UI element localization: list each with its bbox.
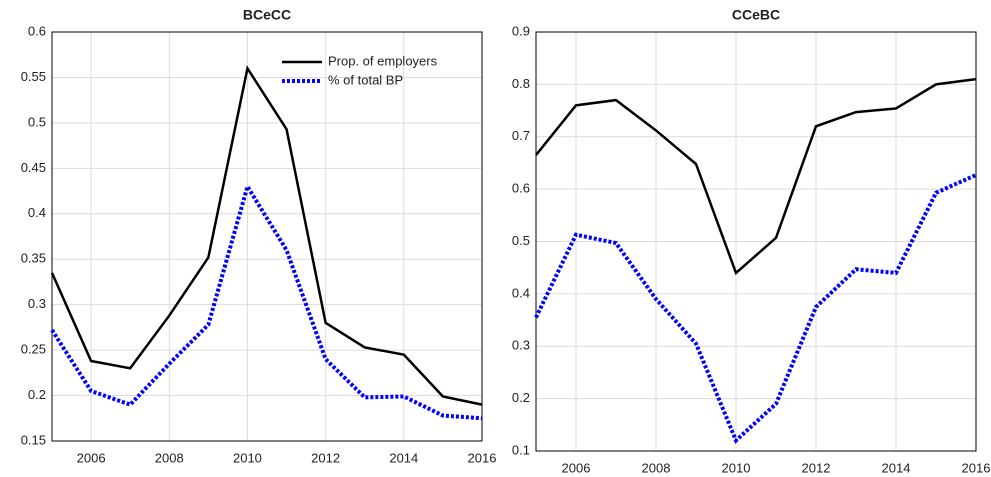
plot-frame <box>535 31 977 452</box>
y-tick-label: 0.3 <box>28 296 46 311</box>
y-tick-label: 0.2 <box>28 387 46 402</box>
x-tick-label: 2016 <box>468 450 497 465</box>
x-tick-label: 2008 <box>642 460 671 475</box>
x-tick-label: 2006 <box>77 450 106 465</box>
y-tick-label: 0.55 <box>21 69 46 84</box>
x-tick-label: 2016 <box>962 460 991 475</box>
x-tick-label: 2010 <box>233 450 262 465</box>
series-line <box>50 181 483 421</box>
y-tick-label: 0.4 <box>28 205 46 220</box>
x-tick-label: 2012 <box>802 460 831 475</box>
chart-title: CCeBC <box>732 7 780 23</box>
x-tick-label: 2014 <box>882 460 911 475</box>
y-tick-label: 0.3 <box>512 338 530 353</box>
plot-frame <box>51 31 483 442</box>
y-tick-label: 0.7 <box>512 128 530 143</box>
y-tick-label: 0.35 <box>21 251 46 266</box>
y-tick-label: 0.5 <box>28 114 46 129</box>
series-line <box>534 173 977 444</box>
x-tick-label: 2012 <box>311 450 340 465</box>
y-tick-label: 0.1 <box>512 442 530 457</box>
y-tick-label: 0.8 <box>512 76 530 91</box>
y-tick-label: 0.25 <box>21 342 46 357</box>
x-tick-label: 2014 <box>389 450 418 465</box>
y-tick-label: 0.9 <box>512 23 530 38</box>
x-tick-label: 2008 <box>155 450 184 465</box>
series-line <box>50 65 483 406</box>
series-line <box>535 77 977 276</box>
y-tick-label: 0.15 <box>21 432 46 447</box>
y-tick-label: 0.2 <box>512 390 530 405</box>
legend-label: Prop. of employers <box>328 53 438 68</box>
y-tick-label: 0.4 <box>512 285 530 300</box>
y-tick-label: 0.6 <box>28 23 46 38</box>
y-tick-label: 0.5 <box>512 233 530 248</box>
chart-title: BCeCC <box>243 7 291 23</box>
x-tick-label: 2010 <box>722 460 751 475</box>
legend-label: % of total BP <box>328 72 403 87</box>
x-tick-label: 2006 <box>562 460 591 475</box>
y-tick-label: 0.6 <box>512 181 530 196</box>
y-tick-label: 0.45 <box>21 160 46 175</box>
